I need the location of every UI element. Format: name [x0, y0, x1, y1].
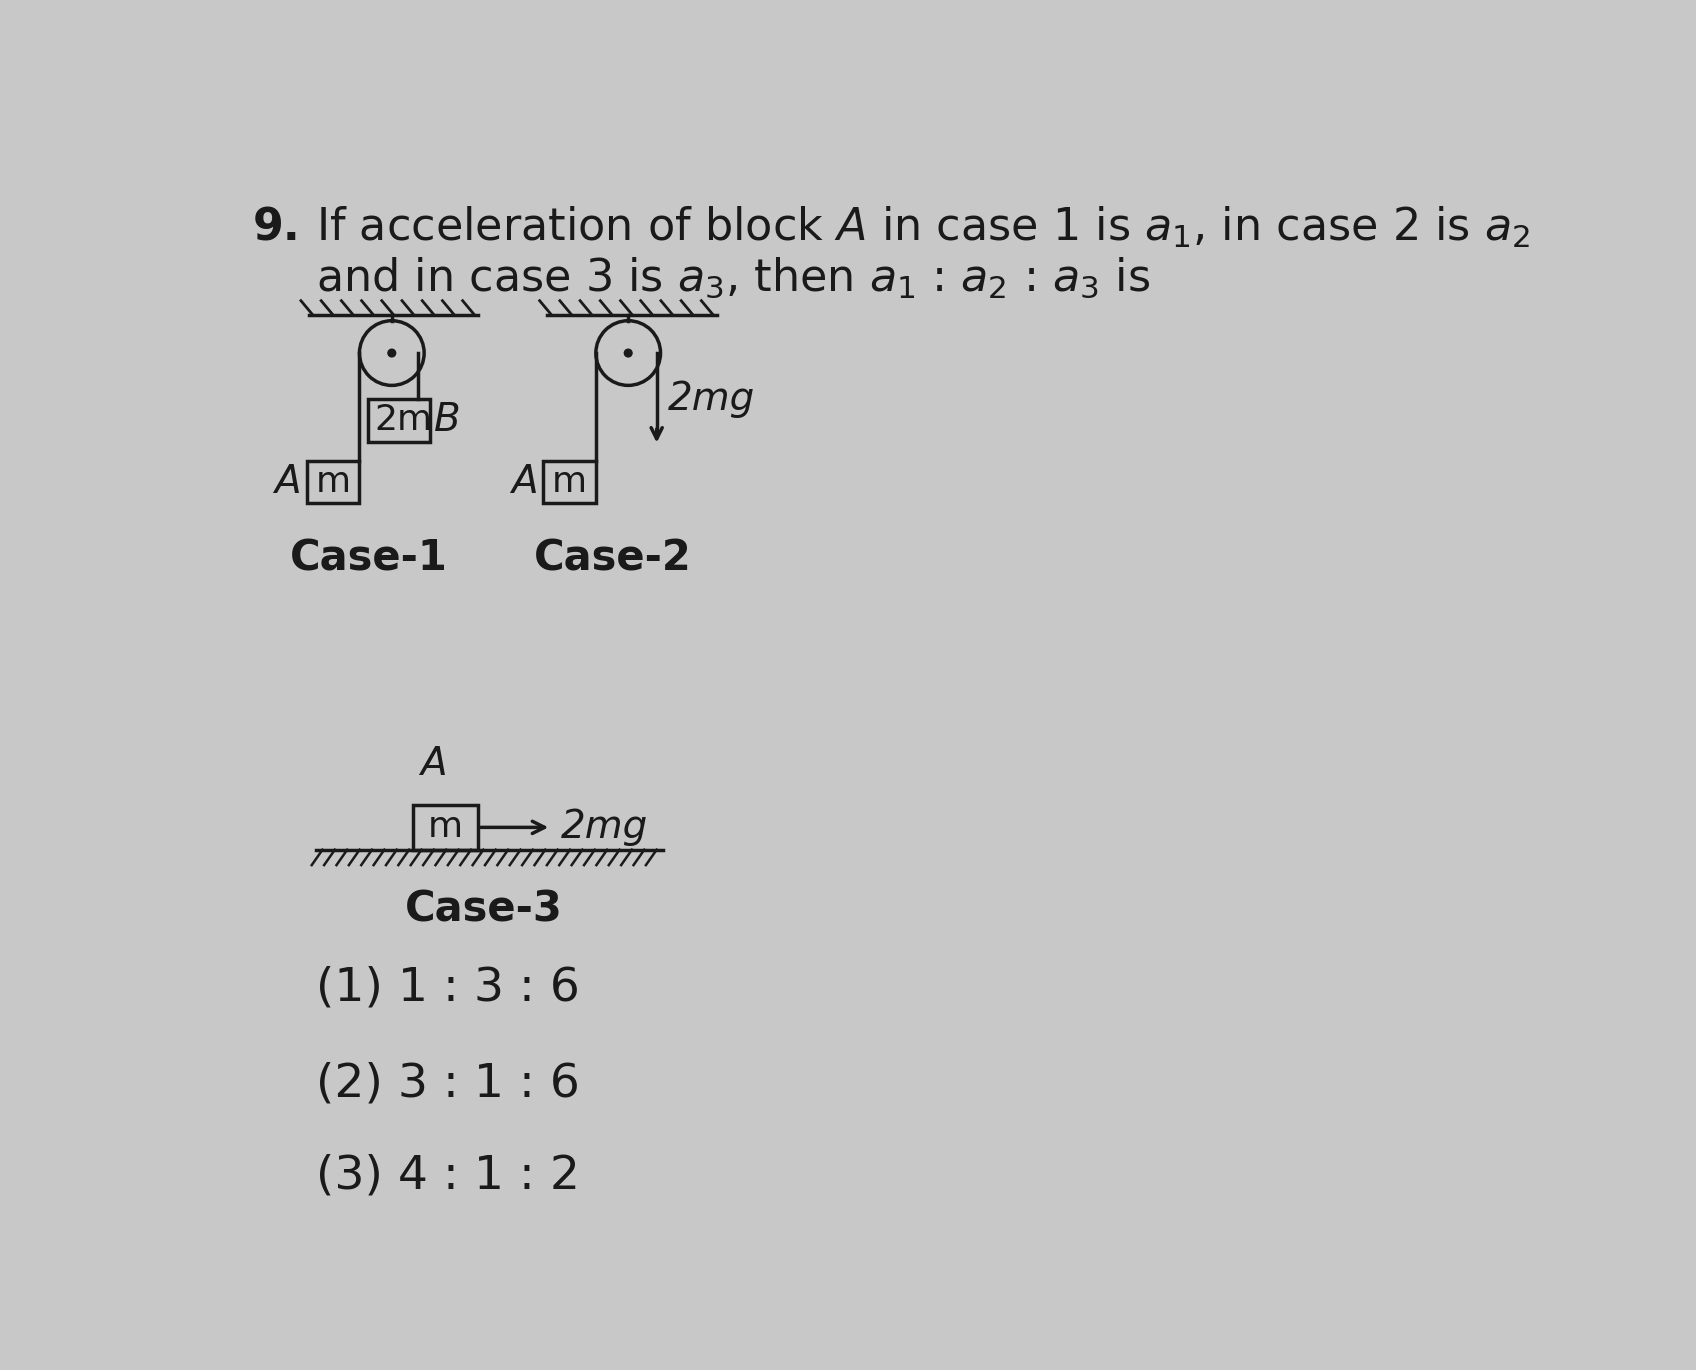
- Text: B: B: [434, 401, 461, 440]
- Text: and in case 3 is $a_3$, then $a_1$ : $a_2$ : $a_3$ is: and in case 3 is $a_3$, then $a_1$ : $a_…: [317, 255, 1150, 300]
- Bar: [543, 460, 595, 503]
- Text: Case-1: Case-1: [290, 538, 448, 580]
- Text: If acceleration of block $A$ in case 1 is $a_1$, in case 2 is $a_2$: If acceleration of block $A$ in case 1 i…: [317, 204, 1530, 249]
- Text: 2mg: 2mg: [560, 808, 648, 847]
- Bar: [307, 460, 360, 503]
- Bar: [412, 806, 478, 849]
- Circle shape: [624, 349, 633, 358]
- Text: Case-3: Case-3: [405, 888, 563, 930]
- Text: (2) 3 : 1 : 6: (2) 3 : 1 : 6: [317, 1062, 580, 1107]
- Text: m: m: [427, 811, 463, 844]
- Text: (1) 1 : 3 : 6: (1) 1 : 3 : 6: [317, 966, 580, 1010]
- Text: 9.: 9.: [253, 207, 300, 249]
- Text: A: A: [510, 463, 538, 501]
- Text: 2mg: 2mg: [668, 381, 755, 418]
- Text: (3) 4 : 1 : 2: (3) 4 : 1 : 2: [317, 1154, 580, 1199]
- Text: Case-2: Case-2: [534, 538, 692, 580]
- Text: m: m: [553, 464, 587, 499]
- Text: A: A: [275, 463, 300, 501]
- Text: m: m: [315, 464, 351, 499]
- Bar: [368, 399, 429, 441]
- Circle shape: [388, 349, 395, 358]
- Text: 2m: 2m: [375, 403, 432, 437]
- Text: A: A: [421, 745, 448, 784]
